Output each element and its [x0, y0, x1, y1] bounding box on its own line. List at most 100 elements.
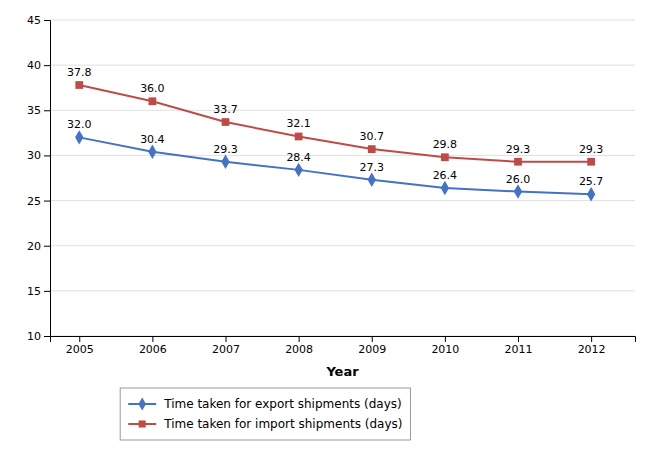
data-label: 28.4 — [286, 151, 311, 164]
y-tick-mark — [44, 20, 50, 21]
grid-line — [50, 20, 635, 21]
point-marker — [587, 158, 595, 166]
y-tick-mark — [44, 65, 50, 66]
x-tick-label: 2006 — [139, 343, 167, 356]
x-tick-label: 2011 — [505, 343, 533, 356]
y-tick-label: 20 — [27, 240, 41, 253]
legend: Time taken for export shipments (days) Ti… — [120, 388, 410, 440]
x-tick-label: 2009 — [358, 343, 386, 356]
x-tick-mark — [299, 336, 300, 342]
data-label: 32.0 — [67, 118, 92, 131]
y-tick-mark — [44, 201, 50, 202]
data-label: 26.4 — [433, 169, 458, 182]
y-tick: 45 — [27, 14, 50, 27]
y-tick-label: 15 — [27, 285, 41, 298]
x-tick: 2010 — [431, 336, 459, 356]
marks — [75, 81, 595, 201]
data-label: 29.3 — [579, 143, 604, 156]
point-marker — [75, 130, 83, 144]
x-tick-label: 2012 — [578, 343, 606, 356]
x-tick-mark — [445, 336, 446, 342]
y-tick-mark — [44, 291, 50, 292]
y-tick-label: 40 — [27, 59, 41, 72]
y-tick: 40 — [27, 59, 50, 72]
x-tick-mark — [226, 336, 227, 342]
y-tick-label: 30 — [27, 149, 41, 162]
y-tick-label: 45 — [27, 14, 41, 27]
x-axis-title: Year — [325, 364, 359, 379]
x-tick: 2009 — [358, 336, 386, 356]
x-tick-label: 2007 — [212, 343, 240, 356]
point-marker — [587, 187, 595, 201]
grid-line — [50, 110, 635, 111]
x-tick: 2008 — [285, 336, 313, 356]
x-tick-label: 2008 — [285, 343, 313, 356]
y-tick: 20 — [27, 240, 50, 253]
chart: 2005 2006 2007 2008 2009 2010 2011 2012 10 15 20 25… — [0, 0, 660, 451]
data-labels: 32.030.429.328.427.326.426.025.737.836.0… — [67, 66, 603, 188]
x-axis: 2005 2006 2007 2008 2009 2010 2011 2012 — [51, 336, 636, 356]
y-tick-mark — [44, 155, 50, 156]
legend-label: Time taken for import shipments (days) — [163, 417, 402, 431]
x-tick-mark — [152, 336, 153, 342]
x-tick-mark — [518, 336, 519, 342]
data-label: 26.0 — [506, 173, 531, 186]
data-label: 37.8 — [67, 66, 92, 79]
point-marker — [222, 118, 230, 126]
data-label: 29.3 — [506, 143, 531, 156]
point-marker — [221, 155, 229, 169]
point-marker — [368, 145, 376, 153]
grid-line — [50, 155, 635, 156]
point-marker — [294, 163, 302, 177]
y-tick-mark — [44, 336, 50, 337]
point-marker — [514, 184, 522, 198]
point-marker — [295, 133, 303, 141]
data-label: 32.1 — [286, 117, 311, 130]
y-tick: 30 — [27, 149, 50, 162]
data-label: 33.7 — [213, 103, 238, 116]
point-marker — [441, 181, 449, 195]
x-tick-mark — [79, 336, 80, 342]
y-tick-mark — [44, 246, 50, 247]
x-tick-mark — [372, 336, 373, 342]
y-tick-label: 25 — [27, 195, 41, 208]
point-marker — [368, 173, 376, 187]
point-marker — [75, 81, 83, 89]
y-tick: 25 — [27, 195, 50, 208]
x-tick-label: 2005 — [66, 343, 94, 356]
point-marker — [149, 97, 157, 105]
point-marker — [148, 145, 156, 159]
grid — [50, 20, 635, 336]
grid-line — [50, 200, 635, 201]
y-tick-label: 10 — [27, 330, 41, 343]
legend-label: Time taken for export shipments (days) — [163, 397, 402, 411]
x-tick: 2006 — [139, 336, 167, 356]
y-tick-label: 35 — [27, 104, 41, 117]
x-tick: 2005 — [66, 336, 94, 356]
x-tick: 2012 — [578, 336, 606, 356]
x-tick-label: 2010 — [431, 343, 459, 356]
plot: 2005 2006 2007 2008 2009 2010 2011 2012 10 15 20 25… — [27, 14, 636, 379]
y-axis: 10 15 20 25 30 35 40 45 — [27, 14, 51, 343]
data-label: 36.0 — [140, 82, 165, 95]
legend-frame — [120, 388, 410, 440]
x-tick: 2011 — [505, 336, 533, 356]
y-tick: 35 — [27, 104, 50, 117]
x-axis-line — [51, 337, 636, 343]
data-label: 29.3 — [213, 143, 238, 156]
legend-marker — [139, 420, 146, 427]
x-tick: 2007 — [212, 336, 240, 356]
series-line — [79, 137, 591, 194]
data-label: 29.8 — [433, 138, 458, 151]
series-line — [79, 85, 591, 162]
grid-line — [50, 290, 635, 291]
y-tick: 15 — [27, 285, 50, 298]
y-tick-mark — [44, 110, 50, 111]
point-marker — [441, 153, 449, 161]
x-tick-mark — [591, 336, 592, 342]
y-tick: 10 — [27, 330, 50, 343]
grid-line — [50, 245, 635, 246]
legend-marker — [138, 397, 146, 410]
data-label: 30.4 — [140, 133, 165, 146]
y-axis-line — [44, 21, 51, 337]
